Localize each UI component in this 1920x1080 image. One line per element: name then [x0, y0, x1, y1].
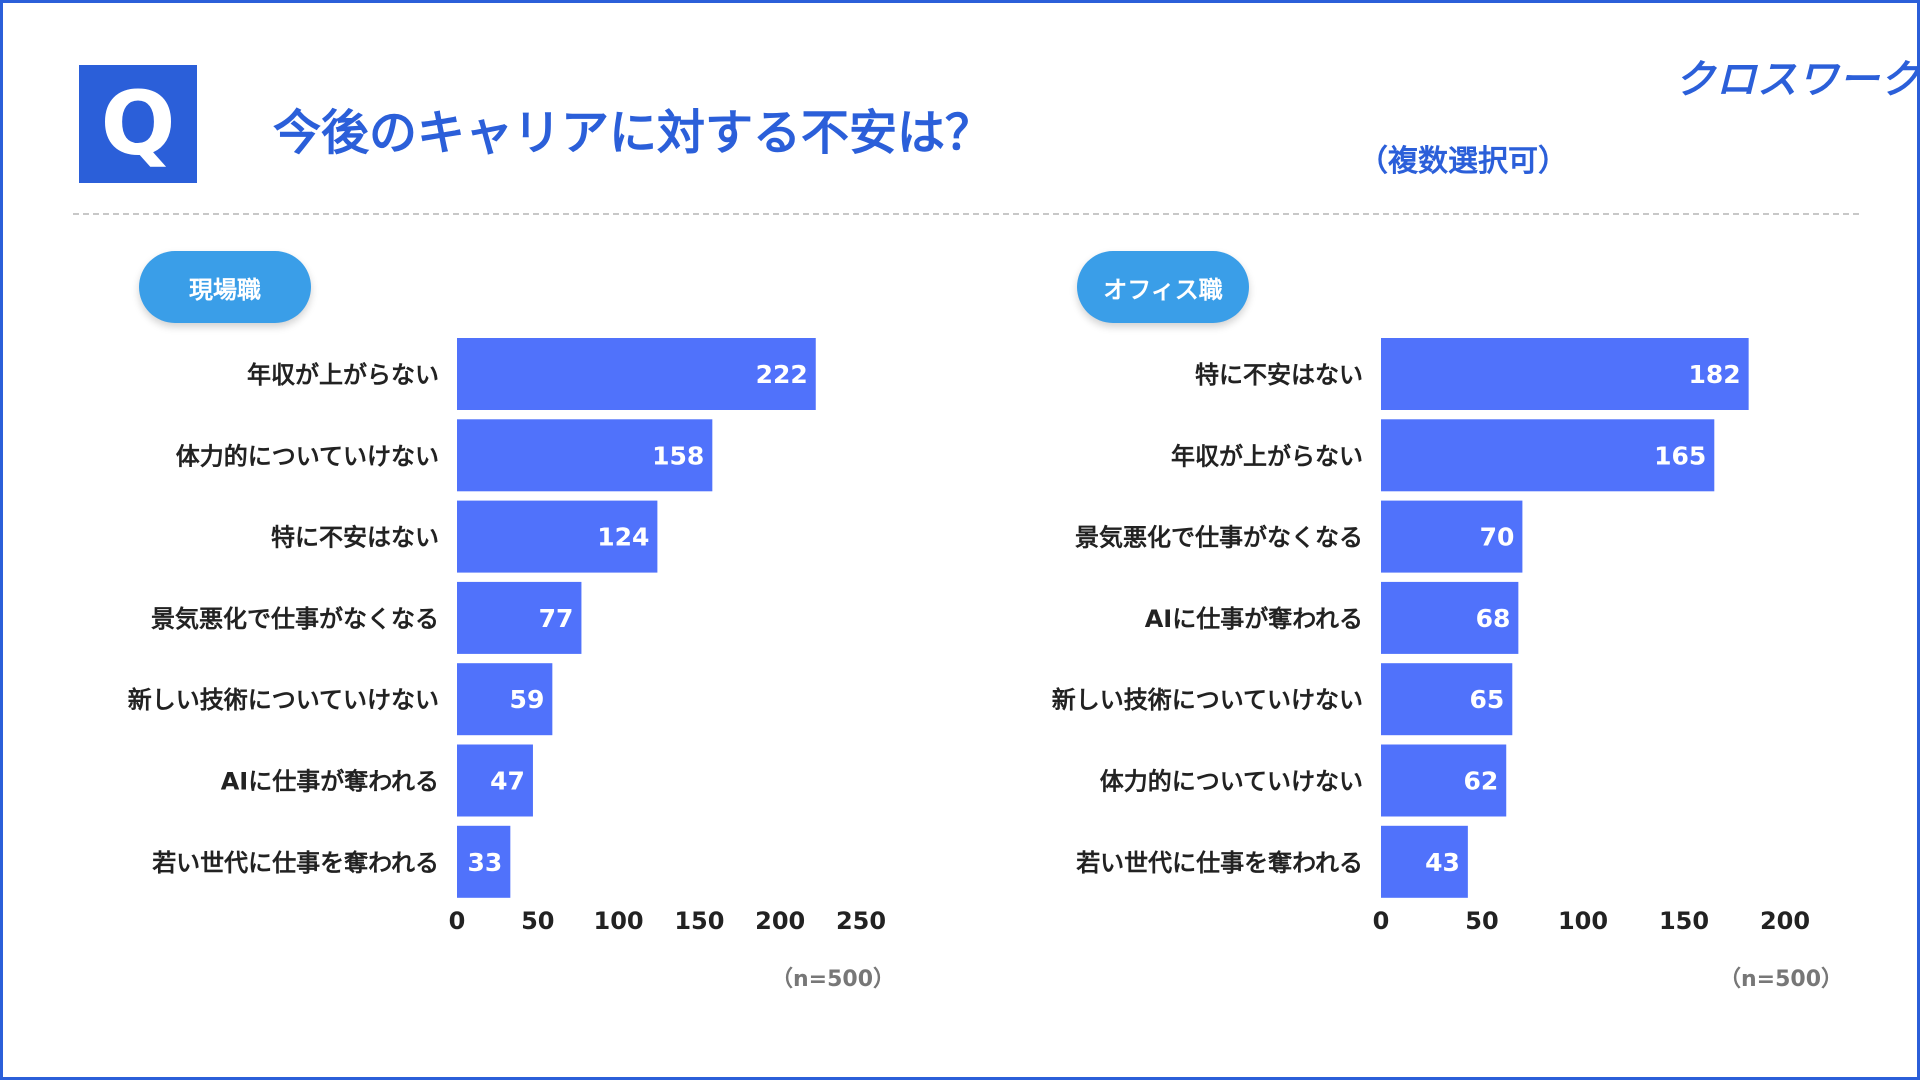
- bar-4: [457, 663, 553, 736]
- x-tick-label: 150: [1659, 907, 1709, 935]
- x-tick-label: 200: [755, 907, 805, 935]
- charts-canvas: 222 年収が上がらない 158 体力的についていけない 124 特に不安はない 77 景気悪…: [128, 338, 1810, 935]
- page-subtitle: （複数選択可）: [1358, 144, 1568, 179]
- chart-left: 222 年収が上がらない 158 体力的についていけない 124 特に不安はない 77 景気悪…: [128, 338, 886, 935]
- chart-right: 182 特に不安はない 165 年収が上がらない 70 景気悪化で仕事がなくなる 68 AIに…: [1052, 338, 1810, 935]
- category-label: AIに仕事が奪われる: [221, 768, 439, 796]
- bar-value-label: 158: [652, 441, 704, 470]
- bar-3: [457, 581, 582, 654]
- group-pill-left-label: 現場職: [189, 275, 261, 304]
- category-label: AIに仕事が奪われる: [1145, 605, 1363, 633]
- bar-0: [457, 338, 816, 410]
- header-divider: [73, 213, 1859, 215]
- category-label: 景気悪化で仕事がなくなる: [151, 605, 439, 633]
- page-title: 今後のキャリアに対する不安は？: [273, 105, 994, 161]
- bar-5: [1381, 744, 1507, 817]
- bar-value-label: 65: [1470, 685, 1505, 714]
- bar-value-label: 59: [510, 685, 545, 714]
- category-label: 新しい技術についていけない: [128, 686, 439, 714]
- bar-3: [1381, 581, 1519, 654]
- q-badge: Q: [79, 65, 197, 183]
- category-label: 体力的についていけない: [176, 442, 439, 470]
- bar-value-label: 182: [1688, 360, 1740, 389]
- bar-value-label: 222: [756, 360, 808, 389]
- bar-value-label: 165: [1654, 441, 1706, 470]
- category-label: 年収が上がらない: [1171, 442, 1363, 470]
- bar-value-label: 43: [1425, 848, 1460, 877]
- bar-4: [1381, 663, 1513, 736]
- category-label: 年収が上がらない: [247, 361, 439, 389]
- bar-value-label: 33: [468, 848, 503, 877]
- bar-value-label: 124: [597, 523, 649, 552]
- bar-value-label: 68: [1476, 604, 1511, 633]
- bar-value-label: 70: [1480, 523, 1515, 552]
- bar-5: [457, 744, 533, 817]
- group-pill-right: オフィス職: [1077, 251, 1249, 323]
- bar-value-label: 62: [1463, 767, 1498, 796]
- bar-value-label: 47: [490, 767, 525, 796]
- category-label: 若い世代に仕事を奪われる: [151, 849, 439, 877]
- bar-2: [1381, 500, 1523, 573]
- x-tick-label: 50: [521, 907, 554, 935]
- category-label: 特に不安はない: [1195, 361, 1363, 389]
- x-tick-label: 50: [1465, 907, 1498, 935]
- category-label: 特に不安はない: [271, 524, 439, 552]
- sample-size-note-left: （n=500）: [771, 967, 896, 992]
- group-pill-right-label: オフィス職: [1103, 275, 1223, 304]
- x-tick-label: 150: [674, 907, 724, 935]
- bar-6: [1381, 825, 1468, 898]
- category-label: 体力的についていけない: [1100, 768, 1363, 796]
- category-label: 景気悪化で仕事がなくなる: [1075, 524, 1363, 552]
- group-pill-left: 現場職: [139, 251, 311, 323]
- bar-0: [1381, 338, 1749, 410]
- bar-value-label: 77: [539, 604, 574, 633]
- bar-2: [457, 500, 658, 573]
- x-tick-label: 0: [1373, 907, 1390, 935]
- x-tick-label: 100: [1558, 907, 1608, 935]
- x-tick-label: 0: [449, 907, 466, 935]
- sample-size-note-right: （n=500）: [1719, 967, 1844, 992]
- x-tick-label: 250: [836, 907, 886, 935]
- category-label: 若い世代に仕事を奪われる: [1075, 849, 1363, 877]
- x-tick-label: 100: [594, 907, 644, 935]
- brand-logo: クロスワーク: [1675, 57, 1920, 103]
- bar-1: [1381, 419, 1715, 492]
- x-tick-label: 200: [1760, 907, 1810, 935]
- q-mark: Q: [100, 72, 176, 175]
- bar-6: [457, 825, 511, 898]
- bar-1: [457, 419, 713, 492]
- category-label: 新しい技術についていけない: [1052, 686, 1363, 714]
